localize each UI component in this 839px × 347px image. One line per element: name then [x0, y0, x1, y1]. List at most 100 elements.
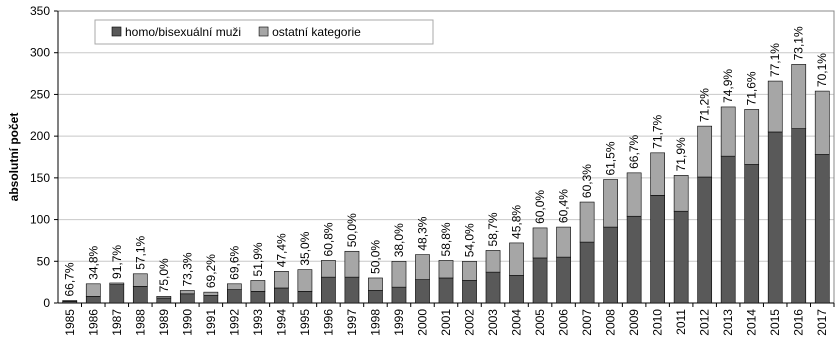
bar-segment — [227, 289, 242, 304]
x-tick-label: 2017 — [815, 309, 829, 336]
x-tick-label: 2002 — [463, 309, 477, 336]
bar-segment — [626, 172, 642, 217]
x-tick-label: 1998 — [368, 309, 382, 336]
bar-segment — [227, 283, 242, 290]
bar-segment — [697, 176, 713, 304]
x-tick-label: 2010 — [651, 309, 665, 336]
bar-segment — [203, 295, 219, 304]
bar-segment — [485, 271, 501, 304]
legend-swatch — [258, 26, 269, 37]
share-label: 35,0% — [298, 231, 312, 265]
bar-segment — [556, 226, 571, 258]
x-tick-label: 2015 — [768, 309, 782, 336]
bar-segment — [274, 270, 289, 289]
bar-segment — [85, 296, 101, 304]
bar-segment — [485, 250, 501, 273]
bar-segment — [415, 254, 430, 280]
x-tick-label: 2006 — [557, 309, 571, 336]
share-label: 51,9% — [251, 242, 265, 276]
bar-segment — [438, 260, 454, 279]
x-tick-label: 1990 — [180, 309, 194, 336]
bar-segment — [391, 260, 407, 288]
bar-segment — [203, 291, 219, 296]
x-tick-label: 2008 — [604, 309, 618, 336]
share-label: 58,8% — [439, 222, 453, 256]
share-label: 47,4% — [274, 233, 288, 267]
y-tick-label: 150 — [30, 171, 50, 185]
y-tick-label: 350 — [30, 4, 50, 18]
share-label: 45,8% — [510, 205, 524, 239]
share-label: 77,1% — [768, 43, 782, 77]
x-tick-label: 2016 — [792, 309, 806, 336]
x-tick-label: 2014 — [745, 309, 759, 336]
bar-segment — [579, 241, 595, 304]
bar-segment — [156, 297, 172, 304]
bar-segment — [673, 175, 689, 212]
share-label: 57,1% — [133, 235, 147, 269]
bar-segment — [603, 226, 618, 304]
share-label: 69,2% — [204, 254, 218, 288]
x-tick-label: 1999 — [392, 309, 406, 336]
x-tick-label: 2001 — [439, 309, 453, 336]
bar-segment — [720, 155, 736, 304]
share-label: 60,8% — [321, 222, 335, 256]
legend-swatch — [111, 26, 122, 37]
share-label: 75,0% — [157, 258, 171, 292]
x-tick-label: 1997 — [345, 309, 359, 336]
share-label: 50,0% — [345, 213, 359, 247]
bar-segment — [791, 128, 807, 304]
bar-segment — [85, 283, 101, 297]
bar-segment — [509, 242, 524, 276]
bar-segment — [814, 154, 830, 304]
bar-segment — [132, 286, 148, 304]
bar-segment — [556, 256, 571, 304]
bar-segment — [391, 286, 407, 304]
bar-segment — [744, 109, 760, 165]
x-tick-label: 1994 — [274, 309, 288, 336]
share-label: 66,7% — [63, 262, 77, 296]
bar-segment — [297, 291, 313, 304]
share-label: 54,0% — [463, 223, 477, 257]
bar-segment — [368, 290, 383, 304]
legend-label: ostatní kategorie — [272, 25, 361, 39]
bar-segment — [767, 131, 783, 304]
share-label: 74,9% — [721, 69, 735, 103]
x-tick-label: 1991 — [204, 309, 218, 336]
share-label: 69,6% — [227, 245, 241, 279]
y-tick-label: 200 — [30, 129, 50, 143]
bar-segment — [767, 80, 783, 133]
legend-label: homo/bisexuální muži — [125, 25, 241, 39]
bar-segment — [532, 257, 548, 304]
share-label: 71,2% — [698, 88, 712, 122]
x-tick-label: 1992 — [227, 309, 241, 336]
x-tick-label: 1993 — [251, 309, 265, 336]
bar-segment — [438, 277, 454, 304]
share-label: 70,1% — [815, 53, 829, 87]
y-tick-label: 250 — [30, 87, 50, 101]
bar-segment — [650, 152, 665, 196]
y-tick-label: 50 — [37, 254, 51, 268]
x-tick-label: 1988 — [133, 309, 147, 336]
x-tick-label: 1996 — [321, 309, 335, 336]
x-tick-label: 1989 — [157, 309, 171, 336]
y-tick-label: 0 — [43, 296, 50, 310]
bar-segment — [697, 125, 713, 178]
bar-segment — [344, 276, 360, 304]
x-tick-label: 2004 — [510, 309, 524, 336]
bar-segment — [650, 195, 665, 304]
bar-segment — [250, 280, 266, 292]
bar-segment — [462, 280, 477, 304]
bar-segment — [579, 201, 595, 243]
y-tick-label: 300 — [30, 46, 50, 60]
bar-segment — [321, 276, 336, 304]
bar-segment — [368, 277, 383, 291]
bar-segment — [720, 106, 736, 157]
x-tick-label: 1987 — [110, 309, 124, 336]
share-label: 73,3% — [180, 252, 194, 286]
x-tick-label: 2003 — [486, 309, 500, 336]
share-label: 73,1% — [792, 26, 806, 60]
y-axis-label: absolutní počet — [7, 113, 21, 202]
x-tick-label: 1986 — [86, 309, 100, 336]
share-label: 60,3% — [580, 164, 594, 198]
